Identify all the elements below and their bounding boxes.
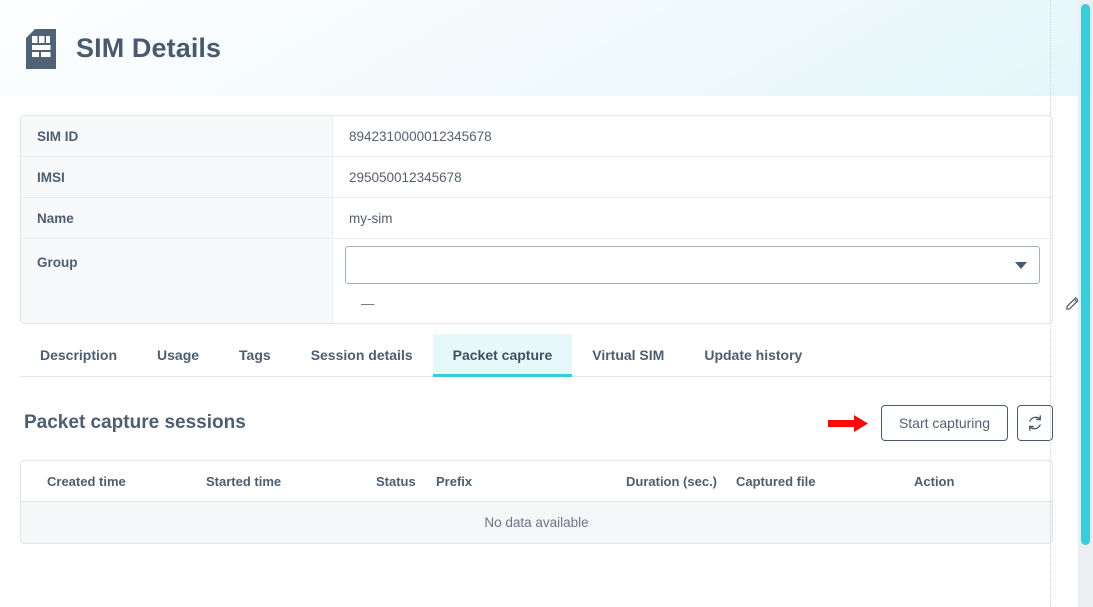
column-header-action: Action bbox=[914, 473, 955, 489]
detail-value-name: my-sim bbox=[333, 198, 1052, 238]
chevron-down-icon bbox=[1015, 261, 1027, 269]
tab-packet-capture[interactable]: Packet capture bbox=[432, 334, 573, 377]
detail-row-group: Group — bbox=[21, 239, 1052, 323]
detail-label-imsi: IMSI bbox=[21, 157, 333, 197]
refresh-button[interactable] bbox=[1017, 405, 1053, 441]
tab-description[interactable]: Description bbox=[40, 347, 118, 363]
detail-row-name: Name my-sim bbox=[21, 0, 1079, 607]
red-arrow-annotation bbox=[827, 415, 868, 432]
tab-usage[interactable]: Usage bbox=[157, 347, 200, 363]
tab-update-history[interactable]: Update history bbox=[704, 347, 803, 363]
detail-label-group: Group bbox=[21, 239, 333, 323]
detail-row-imsi: IMSI 295050012345678 bbox=[21, 157, 1052, 198]
refresh-icon bbox=[1029, 415, 1041, 431]
column-header-status: Status bbox=[376, 473, 416, 489]
column-header-started-time: Started time bbox=[206, 473, 282, 489]
group-current-value: — bbox=[361, 296, 375, 311]
tab-tags[interactable]: Tags bbox=[239, 347, 271, 363]
start-capturing-button[interactable]: Start capturing bbox=[880, 405, 1008, 441]
column-header-captured-file: Captured file bbox=[736, 473, 816, 489]
detail-label-sim-id: SIM ID bbox=[21, 116, 333, 156]
detail-value-sim-id: 8942310000012345678 bbox=[333, 116, 1052, 156]
detail-label-name: Name bbox=[21, 198, 333, 238]
table-empty-message: No data available bbox=[21, 502, 1052, 543]
tab-bar: Description Usage Tags Session details P… bbox=[20, 334, 1053, 377]
group-select[interactable] bbox=[345, 246, 1040, 284]
detail-value-imsi: 295050012345678 bbox=[333, 157, 1052, 197]
page-title: SIM Details bbox=[76, 32, 222, 63]
tab-session-details[interactable]: Session details bbox=[310, 347, 413, 363]
column-header-duration: Duration (sec.) bbox=[626, 473, 718, 489]
section-header: Packet capture sessions Start capturing bbox=[20, 403, 1053, 443]
column-header-created-time: Created time bbox=[47, 473, 126, 489]
packet-capture-sessions-table: Created time Started time Status Prefix … bbox=[20, 460, 1053, 544]
sim-details-table: SIM ID 8942310000012345678 IMSI 29505001… bbox=[20, 0, 1079, 607]
page-scrollbar[interactable] bbox=[1078, 0, 1093, 607]
section-title: Packet capture sessions bbox=[24, 412, 246, 433]
tab-virtual-sim[interactable]: Virtual SIM bbox=[592, 347, 665, 363]
detail-row-sim-id: SIM ID 8942310000012345678 bbox=[21, 116, 1052, 157]
edit-name-button[interactable] bbox=[1050, 0, 1093, 607]
page-scrollbar-thumb[interactable] bbox=[1081, 4, 1090, 545]
sim-card-icon bbox=[26, 29, 56, 69]
page-header: SIM Details bbox=[0, 0, 1093, 96]
column-header-prefix: Prefix bbox=[436, 473, 473, 489]
table-header-row: Created time Started time Status Prefix … bbox=[21, 461, 1052, 502]
